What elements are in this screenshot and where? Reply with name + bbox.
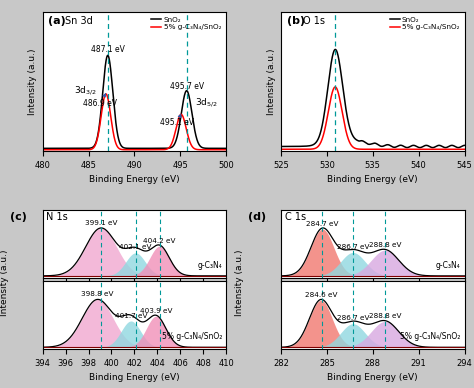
Text: Sn 3d: Sn 3d [64,16,92,26]
Text: 288.8 eV: 288.8 eV [369,242,401,248]
X-axis label: Binding Energy (eV): Binding Energy (eV) [328,175,418,184]
Text: 495.1 eV: 495.1 eV [160,114,194,127]
Text: 3d$_{3/2}$: 3d$_{3/2}$ [74,85,97,97]
Text: (c): (c) [9,212,27,222]
Text: 398.8 eV: 398.8 eV [82,291,114,297]
Y-axis label: Intensity (a.u.): Intensity (a.u.) [266,48,275,114]
Text: 404.2 eV: 404.2 eV [143,238,176,244]
Text: 288.8 eV: 288.8 eV [369,313,401,319]
X-axis label: Binding Energy (eV): Binding Energy (eV) [89,374,180,383]
Text: g-C₃N₄: g-C₃N₄ [436,261,461,270]
Text: C 1s: C 1s [285,212,306,222]
Y-axis label: Intensity (a.u.): Intensity (a.u.) [28,48,37,114]
Text: Intensity (a.u.): Intensity (a.u.) [235,250,244,317]
Text: 487.1 eV: 487.1 eV [91,45,125,54]
Text: 486.9 eV: 486.9 eV [83,94,117,109]
Text: (a): (a) [48,16,66,26]
Text: Intensity (a.u.): Intensity (a.u.) [0,250,9,317]
Text: (b): (b) [287,16,305,26]
Legend: SnO₂, 5% g-C₃N₄/SnO₂: SnO₂, 5% g-C₃N₄/SnO₂ [150,15,222,32]
Text: 402.1 eV: 402.1 eV [119,244,152,250]
Text: 284.7 eV: 284.7 eV [306,221,338,227]
Text: 403.9 eV: 403.9 eV [140,308,173,314]
Text: 495.7 eV: 495.7 eV [170,82,204,91]
X-axis label: Binding Energy (eV): Binding Energy (eV) [328,374,418,383]
Text: 286.7 eV: 286.7 eV [337,315,369,321]
Legend: SnO₂, 5% g-C₃N₄/SnO₂: SnO₂, 5% g-C₃N₄/SnO₂ [388,15,461,32]
Text: 401.7 eV: 401.7 eV [115,313,147,319]
Text: 284.6 eV: 284.6 eV [305,292,337,298]
Text: (d): (d) [248,212,266,222]
Text: O 1s: O 1s [303,16,325,26]
Text: 5% g-C₃N₄/SnO₂: 5% g-C₃N₄/SnO₂ [162,332,222,341]
X-axis label: Binding Energy (eV): Binding Energy (eV) [89,175,180,184]
Text: 3d$_{5/2}$: 3d$_{5/2}$ [194,96,217,109]
Text: N 1s: N 1s [46,212,68,222]
Text: 286.7 eV: 286.7 eV [337,244,369,250]
Text: g-C₃N₄: g-C₃N₄ [198,261,222,270]
Text: 5% g-C₃N₄/SnO₂: 5% g-C₃N₄/SnO₂ [401,332,461,341]
Text: 399.1 eV: 399.1 eV [85,220,118,225]
